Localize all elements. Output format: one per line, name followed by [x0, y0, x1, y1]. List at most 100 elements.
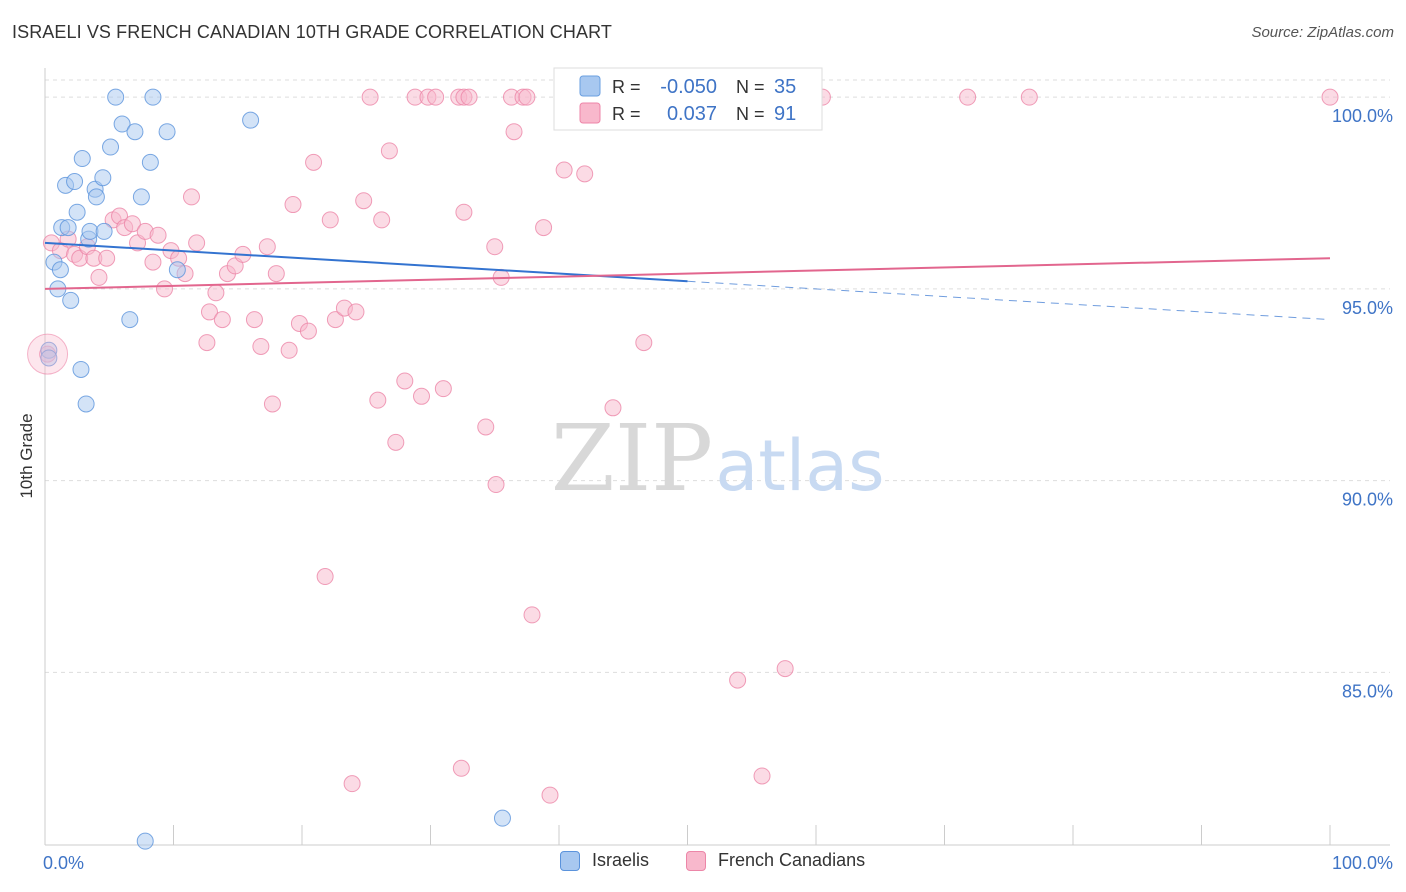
- israelis-point: [87, 188, 105, 206]
- y-tick-label: 95.0%: [1342, 298, 1393, 318]
- french-canadians-point: [123, 215, 141, 233]
- grid-lines: [45, 79, 1390, 673]
- french-canadians-point: [373, 211, 391, 229]
- y-axis-label: 10th Grade: [17, 413, 36, 498]
- french-canadians-point: [487, 476, 505, 494]
- stats-swatch: [579, 75, 601, 97]
- french-canadians-point: [321, 211, 339, 229]
- french-canadians-point: [305, 153, 323, 171]
- israelis-point: [95, 222, 113, 240]
- legend-item-israelis[interactable]: Israelis: [560, 850, 649, 871]
- french-canadians-point: [258, 238, 276, 256]
- israelis-point: [132, 188, 150, 206]
- stats-r-value: 0.037: [667, 103, 717, 125]
- french-canadians-point: [576, 165, 594, 183]
- french-canadians-point: [267, 265, 285, 283]
- french-canadians-point: [369, 391, 387, 409]
- french-canadians-point: [541, 786, 559, 804]
- stats-swatch: [579, 102, 601, 124]
- french-canadians-point: [200, 303, 218, 321]
- french-canadians-point: [427, 88, 445, 106]
- french-canadians-point: [347, 303, 365, 321]
- chart-title: ISRAELI VS FRENCH CANADIAN 10TH GRADE CO…: [12, 22, 612, 42]
- french-canadians-point: [959, 88, 977, 106]
- french-canadians-point: [98, 249, 116, 267]
- israelis-point: [94, 169, 112, 187]
- french-canadians-point: [252, 337, 270, 355]
- x-tick-label-min: 0.0%: [43, 853, 84, 873]
- x-tick-labels: 0.0% 100.0%: [43, 853, 1393, 873]
- watermark-atlas: atlas: [715, 425, 884, 507]
- french-canadians-point: [477, 418, 495, 436]
- french-canadians-trend-line: [44, 257, 1331, 290]
- french-canadians-point: [776, 660, 794, 678]
- israelis-point: [77, 395, 95, 413]
- x-tick-label-max: 100.0%: [1332, 853, 1393, 873]
- stats-legend: R = -0.050 N = 35 R = 0.037 N = 91: [553, 67, 823, 131]
- french-canadians-point: [1321, 88, 1339, 106]
- french-canadians-point: [245, 311, 263, 329]
- french-canadians-point: [380, 142, 398, 160]
- french-canadians-point: [326, 311, 344, 329]
- french-canadians-point: [729, 671, 747, 689]
- israelis-point: [141, 153, 159, 171]
- israelis-point: [126, 123, 144, 141]
- french-canadians-point: [635, 334, 653, 352]
- israelis-point: [51, 261, 69, 279]
- french-canadians-point: [523, 606, 541, 624]
- israelis-point: [136, 832, 154, 850]
- french-canadians-point: [280, 341, 298, 359]
- source-label: Source: ZipAtlas.com: [1251, 24, 1394, 41]
- french-canadians-point: [316, 568, 334, 586]
- french-canadians-point: [182, 188, 200, 206]
- y-tick-label: 100.0%: [1332, 106, 1393, 126]
- french-canadians-point: [355, 192, 373, 210]
- trend-lines: [44, 241, 1331, 321]
- israelis-swatch: [560, 850, 580, 871]
- stats-n-value: 91: [774, 103, 796, 125]
- y-tick-label: 85.0%: [1342, 681, 1393, 701]
- french-canadians-point: [753, 767, 771, 785]
- legend-label-french-canadians: French Canadians: [718, 850, 866, 870]
- french-canadians-point: [299, 322, 317, 340]
- french-canadians-point: [452, 759, 470, 777]
- stats-r-label: R =: [612, 104, 641, 124]
- french-canadians-point: [149, 226, 167, 244]
- french-canadians-point: [486, 238, 504, 256]
- french-canadians-point-large: [27, 333, 69, 375]
- israelis-point: [62, 291, 80, 309]
- israelis-trend-line: [44, 241, 688, 283]
- legend-label-israelis: Israelis: [592, 850, 650, 870]
- stats-n-label: N =: [736, 77, 765, 97]
- french-canadians-point: [156, 280, 174, 298]
- french-canadians-point: [518, 88, 536, 106]
- israelis-point: [242, 111, 260, 129]
- french-canadians-point: [555, 161, 573, 179]
- french-canadians-point: [535, 219, 553, 237]
- french-canadians-point: [198, 334, 216, 352]
- israelis-point: [66, 173, 84, 191]
- french-canadians-point: [434, 380, 452, 398]
- watermark-zip: ZIP: [551, 405, 713, 512]
- israelis-point: [493, 809, 511, 827]
- israelis-point: [81, 222, 99, 240]
- israelis-point: [72, 360, 90, 378]
- y-tick-label: 90.0%: [1342, 490, 1393, 510]
- french-canadians-point: [343, 775, 361, 793]
- y-tick-labels: 85.0% 90.0% 95.0% 100.0%: [1332, 106, 1393, 701]
- axes: [44, 68, 1390, 846]
- french-canadians-point: [460, 88, 478, 106]
- french-canadians-swatch: [686, 850, 706, 871]
- legend-item-french-canadians[interactable]: French Canadians: [686, 850, 865, 871]
- watermark: ZIP atlas: [551, 405, 885, 512]
- israelis-point: [40, 349, 58, 367]
- french-canadians-point: [207, 284, 225, 302]
- israelis-point: [158, 123, 176, 141]
- french-canadians-point: [263, 395, 281, 413]
- french-canadians-point: [413, 387, 431, 405]
- french-canadians-point: [505, 123, 523, 141]
- stats-n-label: N =: [736, 104, 765, 124]
- israelis-point: [144, 88, 162, 106]
- israelis-point: [168, 261, 186, 279]
